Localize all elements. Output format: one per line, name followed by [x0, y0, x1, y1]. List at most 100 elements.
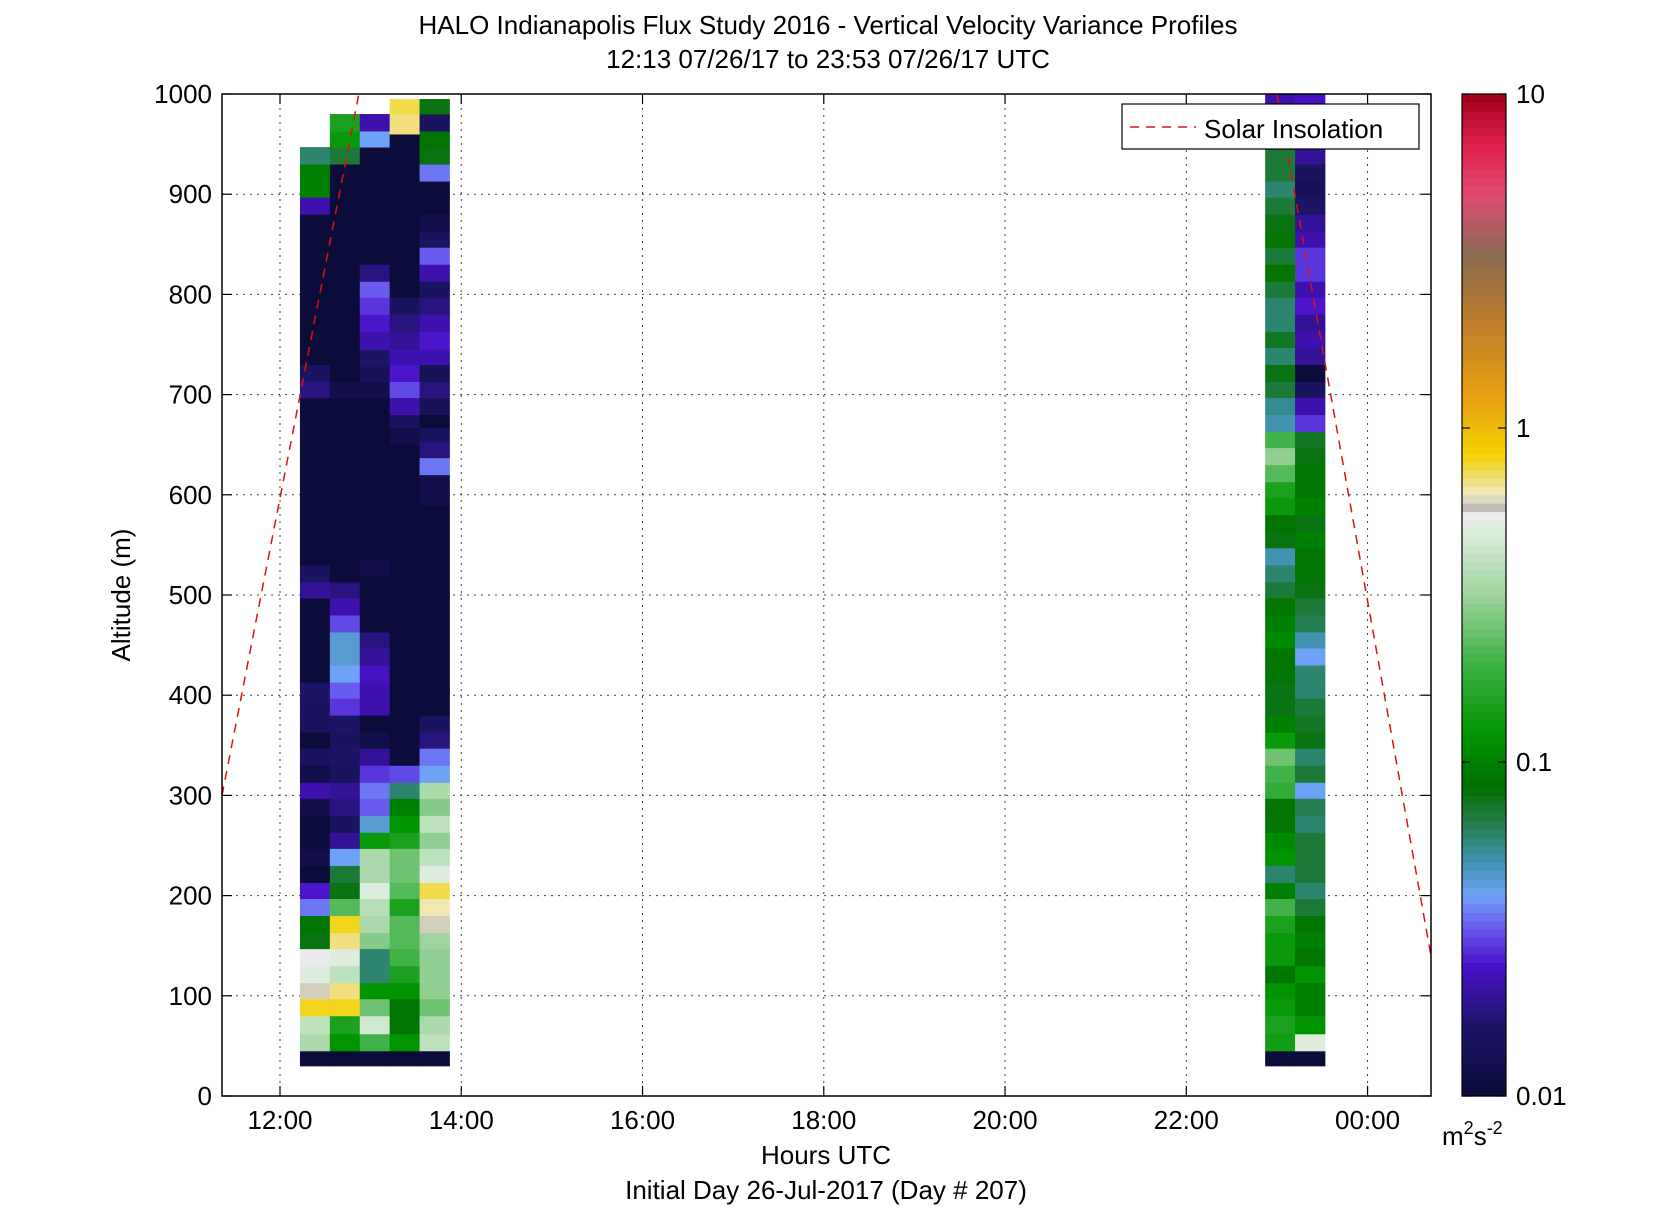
heatmap-cell	[389, 898, 420, 917]
heatmap-cell	[1265, 164, 1296, 182]
legend-box	[1121, 103, 1420, 150]
heatmap-cell	[329, 798, 361, 816]
heatmap-cell	[419, 297, 450, 315]
heatmap-cell	[1295, 598, 1326, 616]
heatmap-cell	[1295, 1015, 1326, 1035]
heatmap-cell	[389, 99, 420, 115]
heatmap-cell	[329, 581, 361, 599]
heatmap-cell	[419, 782, 450, 799]
heatmap-cell	[1265, 414, 1296, 433]
colorbar-band	[1462, 394, 1506, 404]
heatmap-cell	[1265, 281, 1296, 298]
heatmap-cell	[419, 882, 450, 900]
heatmap-cell	[329, 815, 361, 833]
heatmap-cell	[1265, 464, 1296, 483]
heatmap-cell	[389, 364, 420, 382]
heatmap-cell	[299, 982, 331, 1000]
heatmap-cell	[299, 1015, 331, 1035]
colorbar-band	[1462, 569, 1506, 579]
colorbar-band	[1462, 945, 1506, 955]
heatmap-cell	[1295, 297, 1326, 315]
y-tick-label: 700	[169, 380, 212, 410]
heatmap-cell	[329, 147, 361, 165]
colorbar-band	[1462, 352, 1506, 362]
heatmap-cell	[389, 748, 420, 766]
heatmap-cell	[329, 998, 361, 1017]
heatmap-cell	[359, 915, 391, 934]
heatmap-cell	[1265, 231, 1296, 248]
heatmap-cell	[419, 715, 450, 733]
heatmap-cell	[1295, 715, 1326, 733]
heatmap-cell	[359, 349, 391, 365]
heatmap-cell	[329, 948, 361, 967]
colorbar-tick-label: 10	[1516, 79, 1545, 109]
heatmap-cell	[359, 314, 391, 332]
y-tick-label: 100	[169, 981, 212, 1011]
colorbar-band	[1462, 820, 1506, 830]
colorbar-band	[1462, 595, 1506, 604]
x-tick-label: 16:00	[610, 1105, 675, 1135]
heatmap-cell	[419, 1015, 450, 1035]
colorbar-band	[1462, 1029, 1506, 1039]
heatmap-cell	[299, 765, 331, 783]
colorbar-tick-label: 0.01	[1516, 1081, 1567, 1111]
heatmap-cell	[329, 632, 361, 649]
colorbar-band	[1462, 519, 1506, 529]
heatmap-cell	[1295, 414, 1326, 433]
heatmap-cell	[1295, 381, 1326, 399]
heatmap-cell	[419, 1050, 450, 1067]
colorbar-band	[1462, 620, 1506, 629]
heatmap-cell	[1265, 247, 1296, 265]
heatmap-cell	[359, 397, 391, 561]
colorbar-band	[1462, 244, 1506, 254]
heatmap-cell	[329, 114, 361, 132]
heatmap-cell	[329, 648, 361, 666]
heatmap-cell	[1265, 514, 1296, 533]
heatmap-cell	[389, 832, 420, 849]
colorbar-band	[1462, 144, 1506, 154]
heatmap-cell	[419, 99, 450, 115]
heatmap-cell	[419, 181, 450, 215]
heatmap-cell	[389, 381, 420, 399]
heatmap-cell	[329, 131, 361, 148]
heatmap-cell	[299, 965, 331, 984]
colorbar-band	[1462, 494, 1506, 504]
heatmap-cell	[299, 715, 331, 733]
heatmap-cell	[389, 915, 420, 934]
colorbar-tick-label: 0.1	[1516, 747, 1552, 777]
heatmap-cell	[329, 732, 361, 749]
x-tick-label: 00:00	[1335, 1105, 1400, 1135]
colorbar-band	[1462, 920, 1506, 930]
heatmap-cell	[359, 865, 391, 883]
colorbar-band	[1462, 202, 1506, 212]
heatmap-cell	[419, 247, 450, 265]
y-tick-label: 1000	[154, 79, 212, 109]
heatmap-cell	[299, 181, 331, 198]
heatmap-cell	[419, 427, 450, 443]
heatmap-cell	[419, 114, 450, 132]
heatmap-cell	[299, 948, 331, 967]
heatmap-cell	[329, 698, 361, 716]
heatmap-cell	[359, 948, 391, 967]
heatmap-cell	[1265, 898, 1296, 917]
colorbar-band	[1462, 327, 1506, 337]
heatmap-cell	[1265, 748, 1296, 766]
heatmap-cell	[1265, 765, 1296, 783]
heatmap-cell	[419, 457, 450, 476]
heatmap-cell	[299, 698, 331, 716]
y-tick-label: 600	[169, 480, 212, 510]
colorbar-band	[1462, 895, 1506, 905]
heatmap-cell	[1265, 1050, 1296, 1067]
heatmap-cell	[1265, 715, 1296, 733]
heatmap-cell	[1295, 932, 1326, 950]
heatmap-cell	[1265, 347, 1296, 365]
colorbar-band	[1462, 411, 1506, 421]
heatmap-cell	[329, 932, 361, 950]
heatmap-cell	[1295, 748, 1326, 766]
heatmap-cell	[419, 231, 450, 248]
heatmap-cell	[1295, 364, 1326, 382]
heatmap-cell	[299, 998, 331, 1017]
colorbar-band	[1462, 210, 1506, 220]
heatmap-cell	[389, 1033, 420, 1052]
heatmap-cell	[419, 932, 450, 950]
